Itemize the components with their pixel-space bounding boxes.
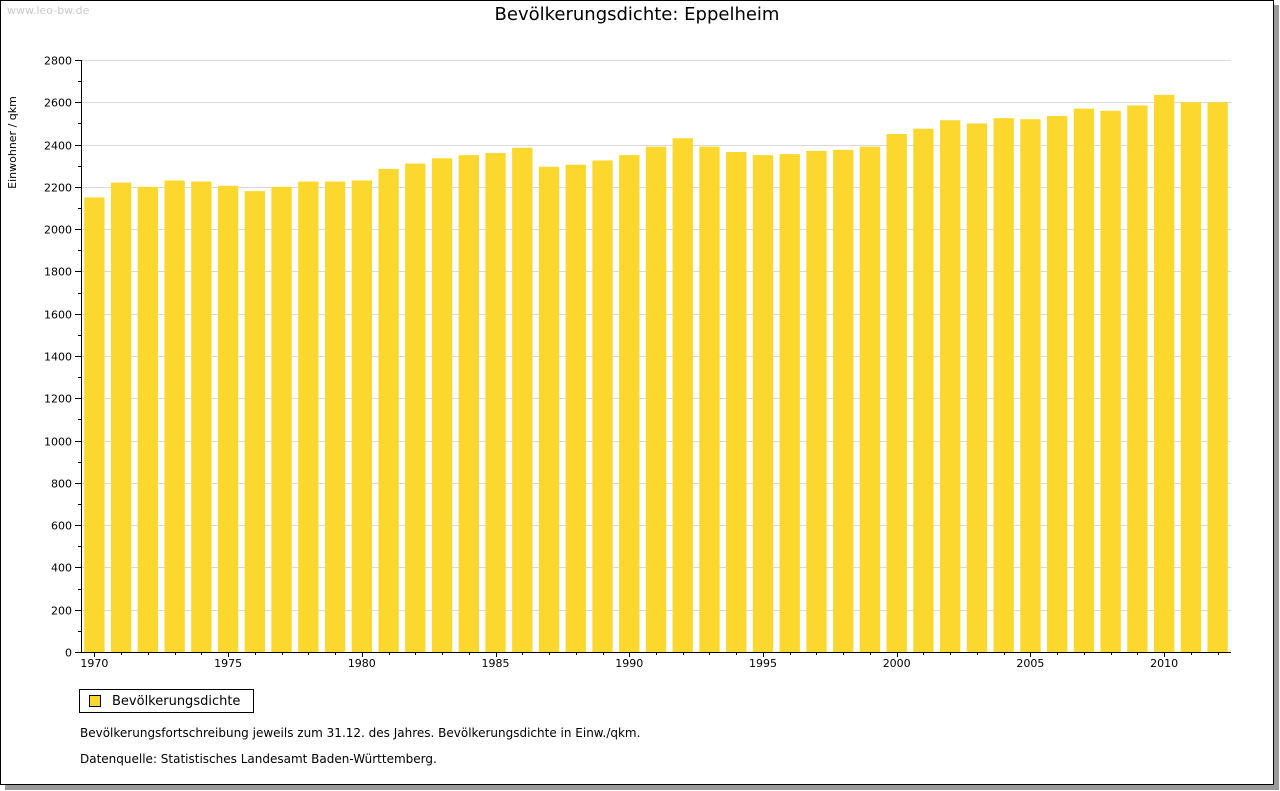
x-tick-label: 1985 xyxy=(482,657,510,670)
bar-2005 xyxy=(1020,119,1041,652)
x-tick-label: 1975 xyxy=(214,657,242,670)
y-tick-label: 800 xyxy=(51,478,72,491)
bar-1979 xyxy=(324,181,346,652)
legend-swatch xyxy=(89,695,101,707)
bar-1974 xyxy=(191,181,212,652)
bar-1993 xyxy=(699,146,720,652)
watermark: www.leo-bw.de xyxy=(7,4,90,17)
bar-2011 xyxy=(1180,102,1202,653)
bar-1980 xyxy=(351,180,372,652)
bar-1972 xyxy=(137,186,159,653)
y-tick-label: 1200 xyxy=(44,393,72,406)
bar-1985 xyxy=(485,153,506,652)
y-tick-label: 2400 xyxy=(44,140,72,153)
bar-1989 xyxy=(592,160,613,652)
x-tick-label: 2005 xyxy=(1016,657,1044,670)
bar-2007 xyxy=(1073,108,1095,652)
y-tick-label: 1800 xyxy=(44,266,72,279)
y-tick-label: 2800 xyxy=(44,55,72,68)
x-tick-label: 1970 xyxy=(80,657,108,670)
bar-1995 xyxy=(752,155,774,652)
y-tick-label: 2200 xyxy=(44,182,72,195)
x-tick-label: 1980 xyxy=(348,657,376,670)
bar-1990 xyxy=(619,155,640,652)
y-tick-label: 1600 xyxy=(44,309,72,322)
bar-2002 xyxy=(940,120,961,652)
bar-2010 xyxy=(1153,94,1175,652)
bar-1970 xyxy=(84,197,105,652)
y-tick-label: 1000 xyxy=(44,436,72,449)
y-tick-label: 200 xyxy=(51,605,72,618)
bar-1986 xyxy=(512,147,533,653)
bar-1991 xyxy=(645,146,667,652)
bar-1992 xyxy=(672,138,693,653)
y-tick-label: 600 xyxy=(51,520,72,533)
bar-1996 xyxy=(779,154,800,652)
bar-1998 xyxy=(833,149,854,653)
bar-2006 xyxy=(1047,116,1068,652)
bar-1999 xyxy=(859,146,881,652)
bar-2004 xyxy=(993,118,1014,652)
x-tick-label: 2010 xyxy=(1150,657,1178,670)
note-method: Bevölkerungsfortschreibung jeweils zum 3… xyxy=(80,726,641,740)
bar-1988 xyxy=(565,164,586,652)
y-tick-label: 0 xyxy=(65,647,72,660)
x-tick-label: 2000 xyxy=(883,657,911,670)
bar-1984 xyxy=(458,155,479,652)
bar-1981 xyxy=(378,168,399,652)
x-tick-label: 1990 xyxy=(615,657,643,670)
note-source: Datenquelle: Statistisches Landesamt Bad… xyxy=(80,752,437,766)
bar-1983 xyxy=(431,158,453,652)
bar-1982 xyxy=(405,163,426,652)
axes xyxy=(75,60,1231,657)
y-tick-label: 1400 xyxy=(44,351,72,364)
bar-2008 xyxy=(1100,110,1121,653)
bars xyxy=(84,94,1228,653)
bar-2009 xyxy=(1127,105,1148,652)
legend-label: Bevölkerungsdichte xyxy=(112,693,241,709)
y-axis-title: Einwohner / qkm xyxy=(6,96,19,189)
bar-1976 xyxy=(244,191,265,652)
y-tick-label: 400 xyxy=(51,562,72,575)
legend: Bevölkerungsdichte xyxy=(79,689,255,713)
bar-2003 xyxy=(966,123,988,653)
bar-1978 xyxy=(298,181,319,652)
chart-title: Bevölkerungsdichte: Eppelheim xyxy=(494,4,780,25)
bar-2000 xyxy=(886,134,907,652)
bar-1975 xyxy=(217,185,239,653)
bar-1973 xyxy=(164,180,185,652)
axis-labels: 0 200 400 600 800 1000 1200 1400 1600 1800 2000 220… xyxy=(6,55,1178,671)
bar-2012 xyxy=(1207,102,1228,653)
bar-1997 xyxy=(806,150,827,652)
bar-1987 xyxy=(538,166,560,652)
y-tick-label: 2600 xyxy=(44,97,72,110)
bar-2001 xyxy=(913,128,934,652)
bar-1971 xyxy=(110,182,132,652)
bar-1994 xyxy=(726,151,747,652)
y-tick-label: 2000 xyxy=(44,224,72,237)
x-tick-label: 1995 xyxy=(749,657,777,670)
bar-1977 xyxy=(271,186,292,653)
